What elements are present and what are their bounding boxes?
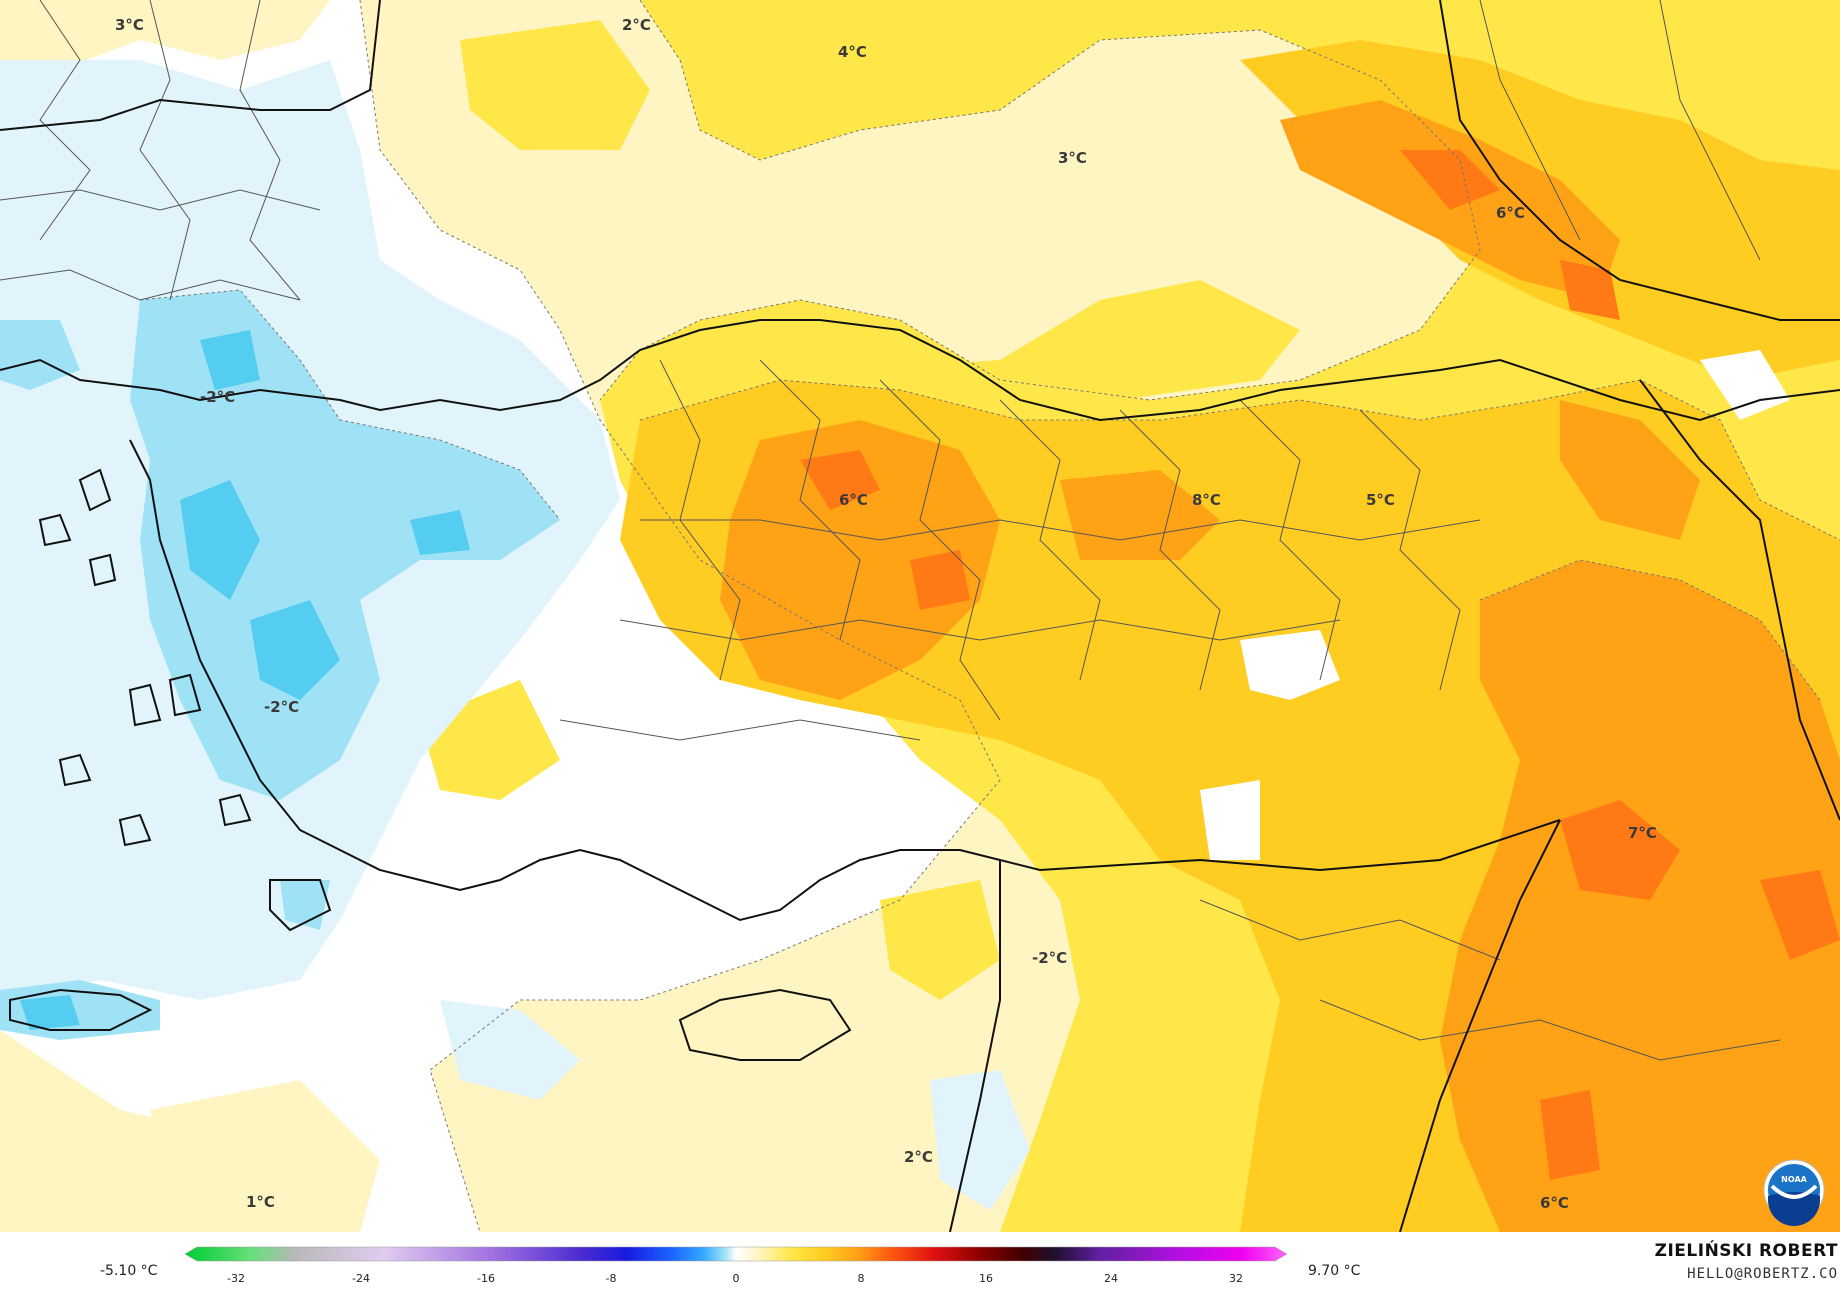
temp-label: -2°C [200,388,235,406]
coastlines [0,0,1840,1232]
temp-label: 3°C [115,16,144,34]
temp-label: 6°C [1496,204,1525,222]
temp-label: -2°C [1032,949,1067,967]
contour-lines [139,0,1840,1232]
colorbar-tick: 16 [979,1272,993,1285]
colorbar-tick: 32 [1229,1272,1243,1285]
colorbar-tick: -8 [606,1272,617,1285]
temp-label: 7°C [1628,824,1657,842]
colorbar-tick: 24 [1104,1272,1118,1285]
colorbar-tick: -32 [227,1272,245,1285]
temp-label: 8°C [1192,491,1221,509]
colorbar-ticks: -32 -24 -16 -8 0 8 16 24 32 [227,1272,1243,1285]
author-email: HELLO@ROBERTZ.CO [1687,1266,1838,1282]
colorbar-ramp [184,1246,1288,1262]
temp-label: 6°C [1540,1194,1569,1212]
temp-label: 5°C [1366,491,1395,509]
cold-regions [0,60,1030,1210]
temp-label: 2°C [622,16,651,34]
colorbar-min-label: -5.10 °C [100,1263,158,1279]
noaa-logo: NOAA [1763,1159,1825,1226]
temp-label: 6°C [839,491,868,509]
colorbar-max-label: 9.70 °C [1308,1263,1361,1279]
temp-label: 1°C [246,1193,275,1211]
logo-text: NOAA [1781,1175,1807,1184]
author-name: ZIELIŃSKI ROBERT [1655,1239,1838,1261]
colorbar-tick: 8 [858,1272,865,1285]
borders [0,0,1781,1061]
temp-label: 2°C [904,1148,933,1166]
temp-label: 4°C [838,43,867,61]
dark-orange-spots [800,150,1840,1180]
temperature-labels: 3°C 2°C 4°C 3°C 6°C -2°C 6°C 8°C 5°C -2°… [115,16,1657,1212]
temp-label: 3°C [1058,149,1087,167]
temp-label: -2°C [264,698,299,716]
colorbar [184,1246,1288,1262]
neutral-patches [1200,350,1790,860]
colorbar-tick: 0 [733,1272,740,1285]
colorbar-tick: -16 [477,1272,495,1285]
temperature-map: 3°C 2°C 4°C 3°C 6°C -2°C 6°C 8°C 5°C -2°… [0,0,1840,1232]
legend-footer: -5.10 °C -32 -24 -16 -8 0 8 16 24 32 9.7… [0,1232,1840,1287]
colorbar-tick: -24 [352,1272,370,1285]
map-canvas: 3°C 2°C 4°C 3°C 6°C -2°C 6°C 8°C 5°C -2°… [0,0,1840,1232]
legend-canvas: -5.10 °C -32 -24 -16 -8 0 8 16 24 32 9.7… [100,1239,1838,1285]
